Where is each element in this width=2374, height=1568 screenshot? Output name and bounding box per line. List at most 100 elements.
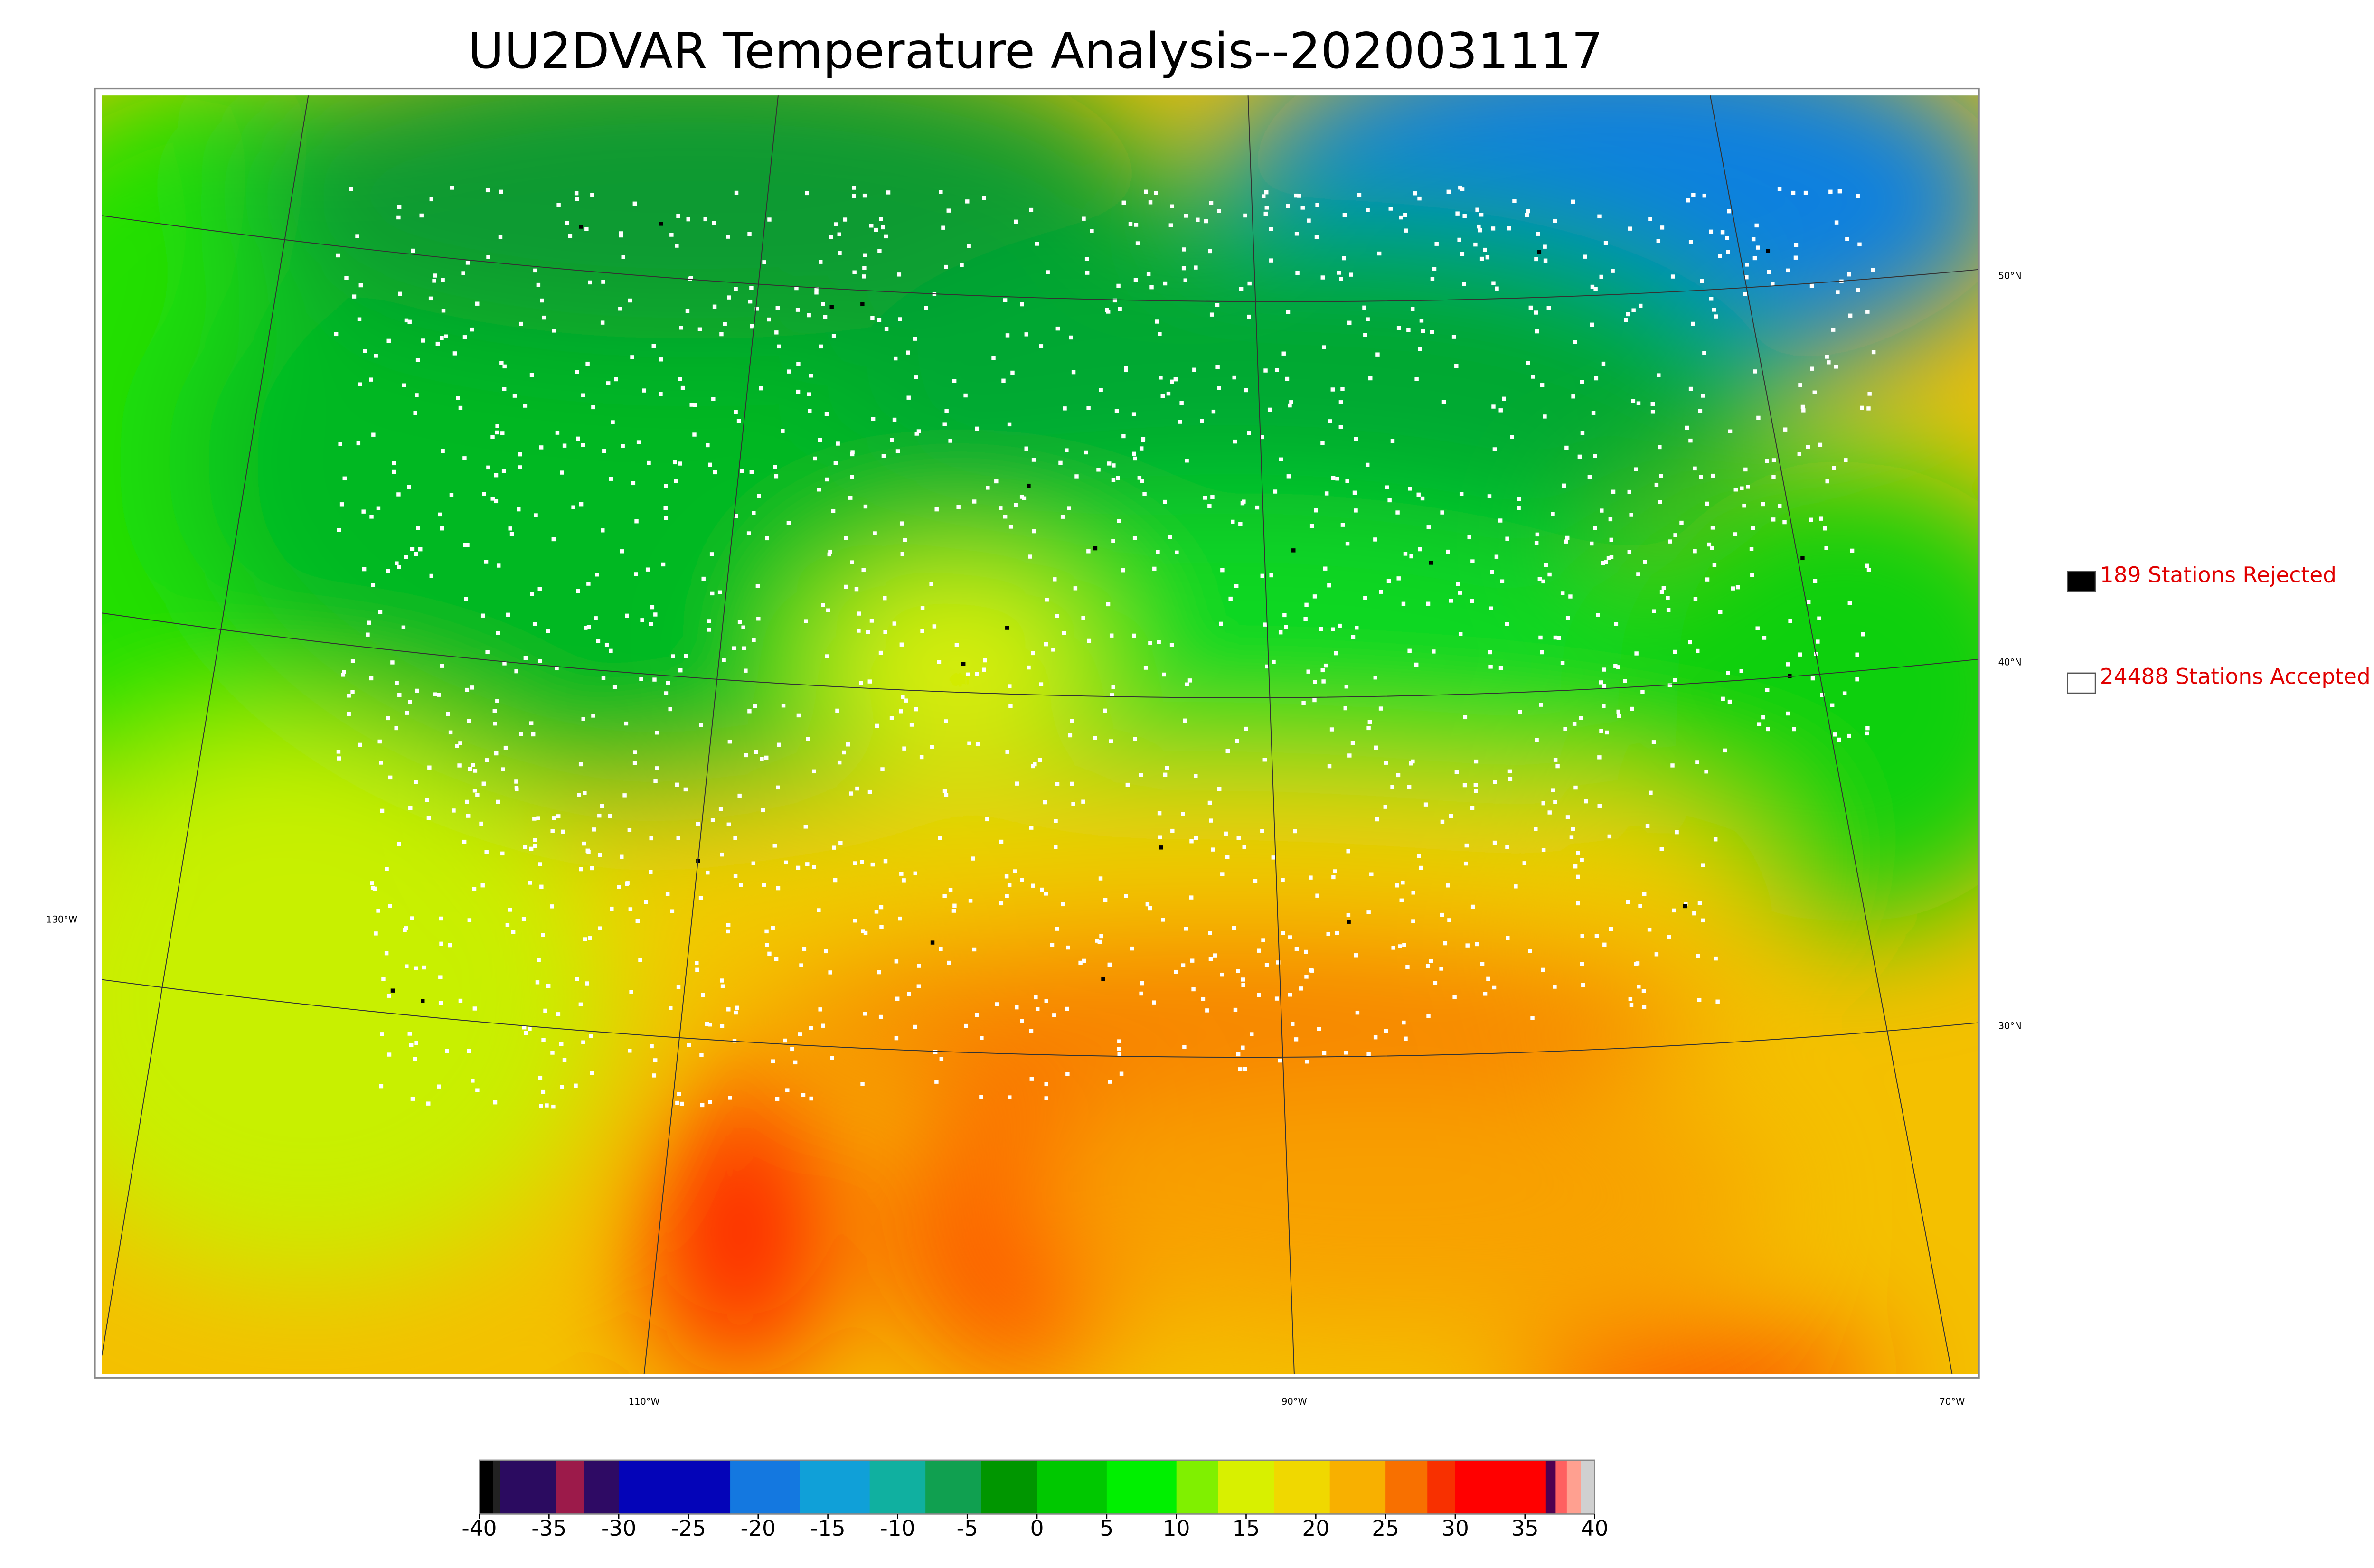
station-dot <box>1514 884 1518 889</box>
station-dot <box>1374 745 1378 750</box>
station-dot <box>1411 891 1415 895</box>
station-dot <box>1452 995 1457 999</box>
station-dot <box>1580 934 1584 939</box>
station-dot <box>579 502 584 507</box>
station-dot <box>1095 939 1099 943</box>
station-dot <box>1379 590 1384 594</box>
station-dot <box>1124 894 1128 898</box>
station-dot <box>1629 513 1633 517</box>
station-dot <box>1600 508 1604 513</box>
station-dot <box>736 419 741 423</box>
station-dot <box>1020 878 1024 882</box>
station-dot <box>934 1080 939 1084</box>
station-dot <box>1260 829 1264 833</box>
station-dot <box>426 1101 431 1106</box>
station-dot <box>1506 936 1510 940</box>
station-dot <box>1388 207 1393 211</box>
station-dot <box>669 1005 673 1010</box>
station-dot <box>1139 773 1143 777</box>
station-dot <box>849 791 854 796</box>
legend-label: 24488 Stations Accepted <box>2100 664 2371 689</box>
station-dot <box>610 906 614 911</box>
station-dot <box>761 808 765 813</box>
station-dot <box>1432 267 1437 271</box>
station-dot <box>465 799 470 804</box>
station-dot <box>342 476 347 481</box>
station-dot <box>1602 667 1606 672</box>
station-dot <box>1413 191 1417 196</box>
station-dot <box>939 190 943 194</box>
station-dot <box>902 878 906 883</box>
station-dot <box>1688 438 1693 443</box>
station-dot <box>1406 328 1411 332</box>
station-dot <box>1314 235 1319 239</box>
station-dot <box>892 417 897 422</box>
station-dot <box>1733 532 1738 536</box>
station-dot <box>1022 496 1027 500</box>
station-dot <box>1034 995 1038 1000</box>
station-dot <box>737 793 742 798</box>
station-dot <box>1865 563 1869 568</box>
station-dot <box>1253 879 1258 883</box>
station-dot <box>1401 601 1406 606</box>
station-dot <box>1181 963 1186 967</box>
station-dot <box>386 994 391 998</box>
station-dot <box>448 943 452 948</box>
station-dot <box>601 528 605 533</box>
station-dot <box>652 1073 657 1078</box>
lon-label: 90°W <box>1281 1396 1307 1407</box>
lat-label: 50°N <box>1998 270 2022 281</box>
station-dot <box>805 191 809 196</box>
station-dot <box>843 217 848 222</box>
station-dot <box>419 213 424 218</box>
station-dot <box>895 996 900 1001</box>
station-dot <box>1649 790 1653 795</box>
station-dot <box>703 217 707 222</box>
station-dot <box>1278 1058 1282 1063</box>
station-dot <box>1798 652 1802 657</box>
station-dot <box>1526 361 1530 365</box>
station-dot <box>1170 379 1174 384</box>
station-dot <box>338 442 342 446</box>
station-dot <box>930 940 935 945</box>
station-dot <box>1865 310 1870 314</box>
station-dot <box>519 732 523 736</box>
station-dot <box>1144 189 1148 194</box>
station-dot <box>428 296 433 301</box>
station-dot <box>589 1034 593 1038</box>
station-dot <box>508 526 512 531</box>
station-dot <box>846 742 850 747</box>
station-dot <box>650 605 655 610</box>
station-dot <box>598 926 602 930</box>
station-dot <box>1331 476 1336 480</box>
station-dot <box>829 305 834 309</box>
station-dot <box>1537 250 1542 254</box>
station-dot <box>369 377 373 382</box>
station-dot <box>875 723 879 728</box>
station-dot <box>802 947 807 951</box>
station-dot <box>812 769 816 774</box>
station-dot <box>838 251 842 255</box>
station-dot <box>1210 495 1215 499</box>
station-dot <box>1234 584 1239 588</box>
station-dot <box>653 612 658 617</box>
station-dot <box>347 712 351 716</box>
station-dot <box>1272 659 1276 664</box>
station-dot <box>427 765 432 770</box>
station-dot <box>942 422 947 426</box>
station-dot <box>1474 789 1478 793</box>
station-dot <box>764 755 769 760</box>
station-dot <box>1152 1000 1156 1005</box>
station-dot <box>1112 298 1117 303</box>
station-dot <box>1739 669 1744 673</box>
station-dot <box>1626 312 1630 317</box>
station-dot <box>600 804 604 808</box>
station-dot <box>532 622 537 626</box>
station-dot <box>737 620 742 624</box>
station-dot <box>1475 942 1479 947</box>
station-dot <box>1571 394 1575 399</box>
colorbar-segment <box>1274 1460 1330 1514</box>
colorbar-tick-label: -35 <box>531 1516 566 1541</box>
station-dot <box>900 552 905 556</box>
colorbar-tick-label: 5 <box>1100 1516 1113 1541</box>
